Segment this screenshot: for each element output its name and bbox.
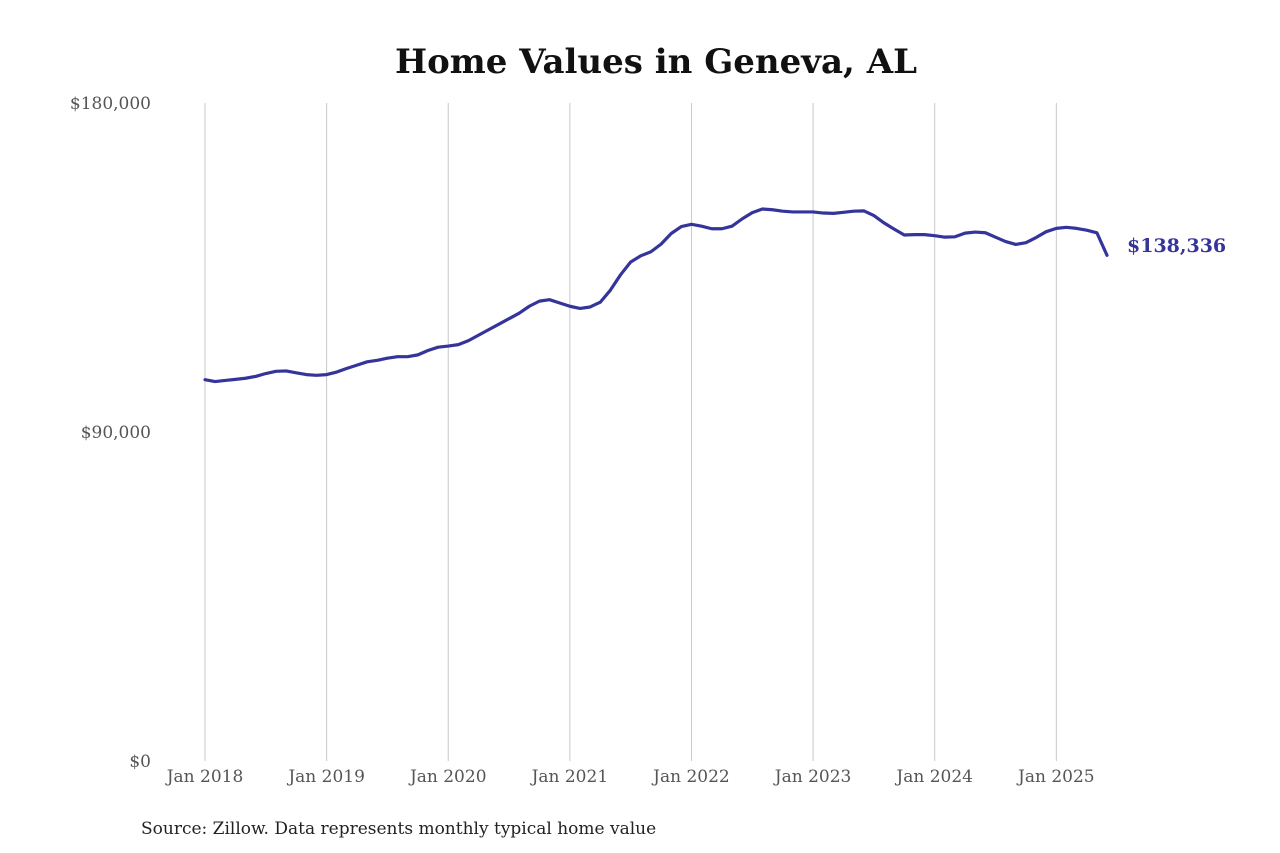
x-tick-label: Jan 2025 xyxy=(1016,767,1095,787)
series-layer xyxy=(203,207,1109,384)
x-tick-label: Jan 2022 xyxy=(651,767,730,787)
chart-title: Home Values in Geneva, AL xyxy=(395,42,917,82)
x-tick-label: Jan 2020 xyxy=(408,767,487,787)
series-line-0 xyxy=(203,207,1109,384)
y-tick-label: $0 xyxy=(129,752,151,772)
y-tick-label: $180,000 xyxy=(70,94,151,114)
end-value-label: $138,336 xyxy=(1127,235,1226,257)
x-axis-labels: Jan 2018 Jan 2019 Jan 2020 Jan 2021 Jan 2022… xyxy=(165,767,1095,787)
x-tick-label: Jan 2019 xyxy=(286,767,365,787)
grid-lines xyxy=(204,103,1057,761)
x-tick-label: Jan 2023 xyxy=(773,767,852,787)
source-note: Source: Zillow. Data represents monthly … xyxy=(141,819,656,839)
x-tick-label: Jan 2024 xyxy=(894,767,973,787)
x-tick-label: Jan 2021 xyxy=(530,767,609,787)
x-tick-label: Jan 2018 xyxy=(165,767,244,787)
y-axis-labels: $0 $90,000 $180,000 xyxy=(70,94,151,772)
y-tick-label: $90,000 xyxy=(81,423,151,443)
